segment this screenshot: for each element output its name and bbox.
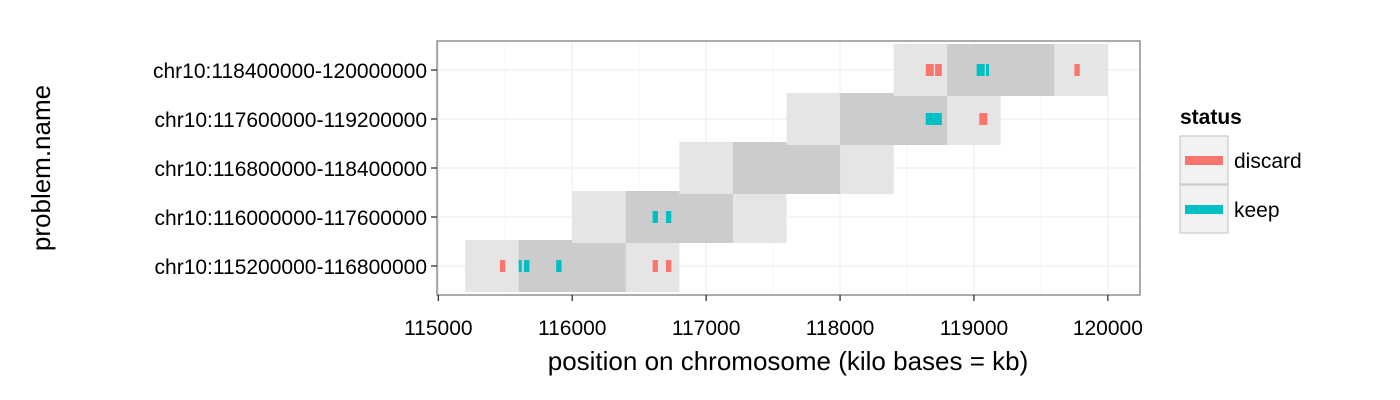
x-tick-label: 116000 [538, 317, 607, 340]
y-tick-label: chr10:115200000-116800000 [155, 256, 427, 279]
problem-bands [465, 44, 1108, 292]
y-tick-label: chr10:117600000-119200000 [155, 109, 427, 132]
peak-discard [1074, 64, 1080, 76]
peak-discard [979, 113, 988, 125]
peak-keep [652, 211, 658, 223]
x-tick-label: 120000 [1073, 317, 1143, 340]
legend-key-discard [1185, 156, 1223, 165]
peak-keep [524, 260, 530, 272]
peak-discard [925, 64, 934, 76]
peak-keep [665, 211, 672, 223]
peak-discard [935, 64, 942, 76]
plot-panel [436, 40, 1141, 296]
legend-key-keep [1185, 205, 1223, 214]
x-tick-label: 115000 [404, 317, 473, 340]
problem-inner-band [518, 240, 626, 292]
y-tick-label: chr10:116800000-118400000 [155, 158, 427, 181]
legend: status discard keep [1179, 106, 1302, 234]
peak-keep [518, 260, 522, 272]
peak-keep [933, 113, 942, 125]
legend-label: keep [1234, 199, 1280, 222]
peak-keep [976, 64, 985, 76]
y-axis: chr10:115200000-116800000 chr10:116000000… [153, 60, 437, 279]
problem-inner-band [732, 142, 841, 194]
x-tick-label: 119000 [940, 317, 1009, 340]
legend-title: status [1180, 106, 1242, 129]
y-tick-label: chr10:118400000-120000000 [153, 60, 427, 83]
x-axis: 115000 116000 117000 118000 119000 120000 [404, 295, 1143, 340]
peak-keep [556, 260, 562, 272]
x-tick-label: 118000 [806, 317, 875, 340]
x-axis-label: position on chromosome (kilo bases = kb) [548, 346, 1029, 376]
peak-marks [499, 64, 1080, 272]
peak-discard [665, 260, 672, 272]
peak-keep [986, 64, 990, 76]
peak-discard [652, 260, 658, 272]
problem-inner-band [947, 44, 1055, 96]
problem-inner-band [625, 191, 733, 243]
legend-label: discard [1234, 150, 1302, 173]
peak-discard [499, 260, 506, 272]
peak-keep [925, 113, 934, 125]
y-tick-label: chr10:116000000-117600000 [155, 207, 427, 230]
y-axis-label: problem.name [26, 85, 56, 251]
x-tick-label: 117000 [672, 317, 741, 340]
